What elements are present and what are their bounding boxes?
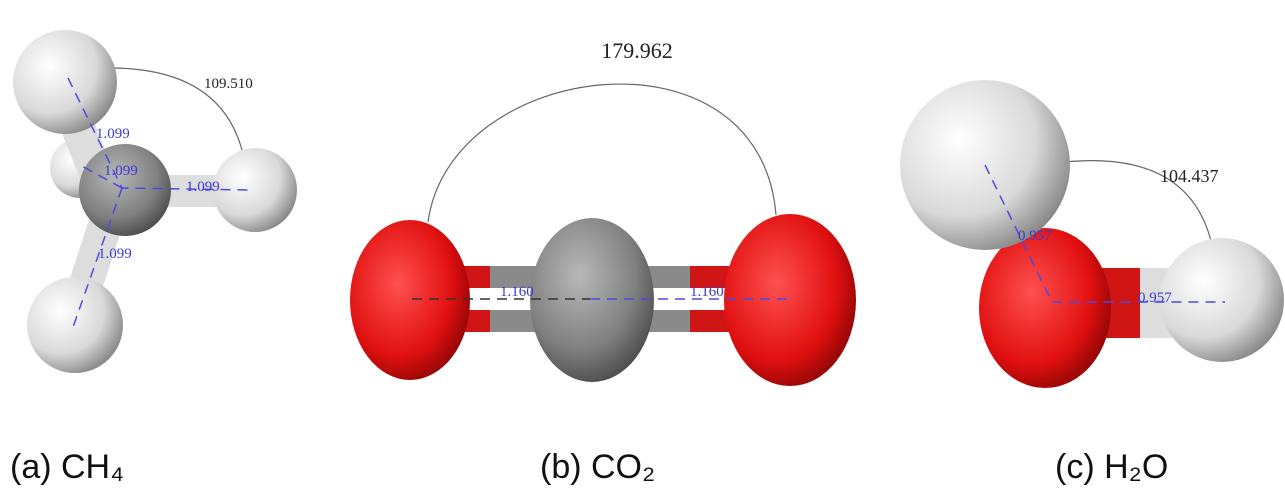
angle-label: 179.962 bbox=[601, 38, 673, 63]
angle-label: 109.510 bbox=[204, 76, 253, 92]
co2-molecule: 179.962 1.160 1.160 (b) CO₂ bbox=[350, 38, 856, 486]
h2o-molecule: 104.437 0.957 0.957 (c) H₂O bbox=[900, 80, 1284, 486]
atom-c bbox=[530, 218, 654, 382]
bond-label: 0.957 bbox=[1138, 290, 1172, 306]
bond-label: 1.099 bbox=[104, 163, 138, 179]
caption: (a) CH₄ bbox=[10, 448, 124, 486]
bond-label: 1.099 bbox=[98, 246, 132, 262]
caption: (c) H₂O bbox=[1055, 448, 1168, 486]
atom-h bbox=[13, 30, 117, 134]
caption: (b) CO₂ bbox=[540, 448, 655, 486]
atom-h bbox=[1160, 238, 1284, 362]
atom-o bbox=[350, 220, 470, 380]
angle-arc bbox=[428, 84, 776, 222]
atom-c bbox=[79, 144, 171, 236]
atom-h bbox=[27, 277, 123, 373]
figure: 109.510 1.099 1.099 1.099 1.099 (a) CH₄ … bbox=[0, 0, 1285, 488]
ch4-molecule: 109.510 1.099 1.099 1.099 1.099 (a) CH₄ bbox=[10, 30, 297, 486]
atom-o bbox=[979, 228, 1111, 388]
bond-label: 1.099 bbox=[96, 126, 130, 142]
angle-label: 104.437 bbox=[1160, 166, 1219, 186]
atom-o bbox=[724, 214, 856, 386]
bond-label: 1.160 bbox=[690, 284, 724, 300]
bond-label: 1.160 bbox=[500, 284, 534, 300]
bond-label: 0.957 bbox=[1018, 228, 1052, 244]
bond-label: 1.099 bbox=[186, 179, 220, 195]
